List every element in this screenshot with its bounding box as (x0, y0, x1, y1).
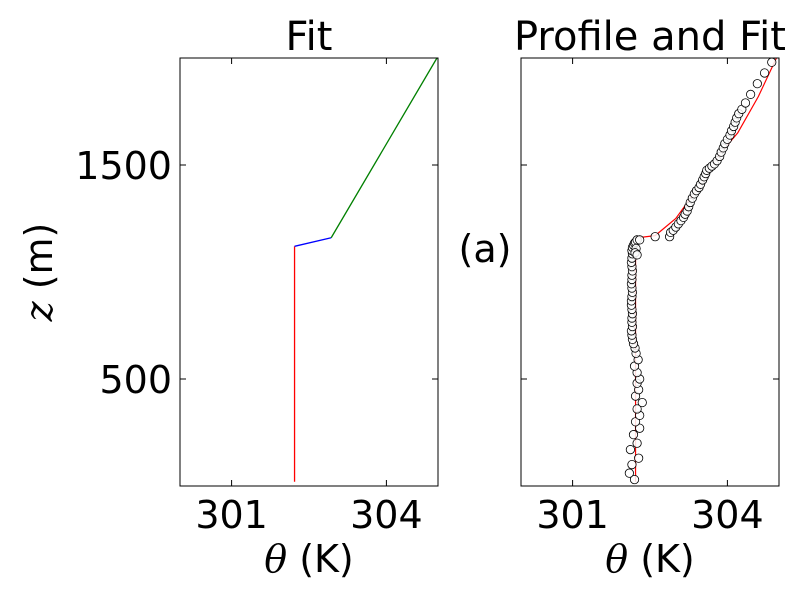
x-axis-label: θ (K) (605, 537, 695, 581)
fit-segment-2 (294, 237, 332, 247)
x-axis-label-symbol: θ (605, 537, 628, 581)
x-tick-label: 301 (195, 493, 268, 537)
profile-point (628, 430, 639, 440)
x-axis-label-symbol: θ (264, 537, 287, 581)
fit-segment-3 (330, 57, 438, 239)
fit-line (634, 57, 777, 482)
x-tick-label: 304 (691, 493, 764, 537)
y-tick-label: 500 (99, 358, 172, 402)
y-tick-label: 1500 (75, 144, 172, 188)
profile-point (630, 417, 641, 427)
profile-point (650, 232, 660, 242)
plot-frame (520, 57, 780, 487)
profile-point (625, 445, 635, 455)
profile-point (752, 79, 762, 89)
plot-frame (179, 57, 439, 487)
profile-point (746, 89, 756, 99)
x-tick-label: 301 (536, 493, 609, 537)
profile-point (637, 397, 647, 408)
profile-point (632, 250, 642, 260)
chart-panel-1: 301 304 500 1500 Fit θ (K) z (m) (17, 14, 439, 581)
profile-point (759, 68, 770, 78)
profile-point (627, 459, 637, 470)
x-axis-label-unit: (K) (628, 537, 695, 581)
profile-point (635, 235, 645, 245)
x-tick-label: 304 (350, 493, 423, 537)
chart-title: Fit (286, 14, 333, 60)
x-axis-label-unit: (K) (287, 537, 354, 581)
y-axis-label-symbol: z (17, 300, 61, 322)
x-axis-label: θ (K) (264, 537, 354, 581)
profile-point (632, 438, 642, 448)
profile-point (634, 453, 644, 463)
y-axis-label-unit: (m) (17, 223, 61, 302)
profile-point (635, 423, 645, 433)
profile-point (740, 98, 751, 108)
y-axis-label: z (m) (17, 223, 61, 323)
chart-panel-2: 301 304 Profile and Fit θ (K) (514, 14, 786, 581)
panel-annotation: (a) (459, 227, 512, 271)
profile-point (629, 474, 640, 485)
profile-point (624, 468, 634, 478)
chart-title: Profile and Fit (514, 14, 786, 60)
profile-point (632, 404, 642, 414)
